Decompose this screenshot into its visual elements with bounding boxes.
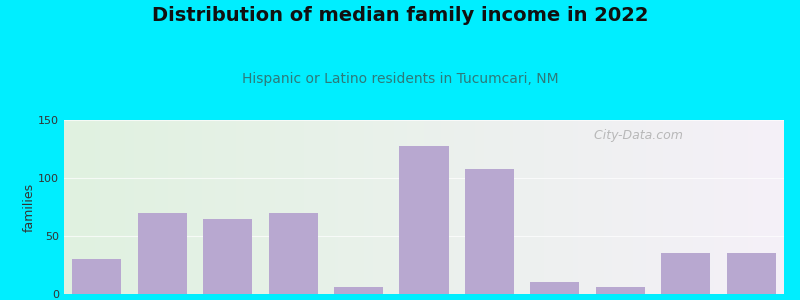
Y-axis label: families: families [22, 182, 35, 232]
Bar [72, 259, 122, 294]
Bar [596, 287, 645, 294]
Bar [465, 169, 514, 294]
Bar [530, 282, 579, 294]
Bar [334, 287, 383, 294]
Text: Distribution of median family income in 2022: Distribution of median family income in … [152, 6, 648, 25]
Text: City-Data.com: City-Data.com [590, 129, 682, 142]
Text: Hispanic or Latino residents in Tucumcari, NM: Hispanic or Latino residents in Tucumcar… [242, 72, 558, 86]
Bar [138, 213, 186, 294]
Bar [662, 254, 710, 294]
Bar [726, 254, 776, 294]
Bar [269, 213, 318, 294]
Bar [399, 146, 449, 294]
Bar [203, 219, 252, 294]
